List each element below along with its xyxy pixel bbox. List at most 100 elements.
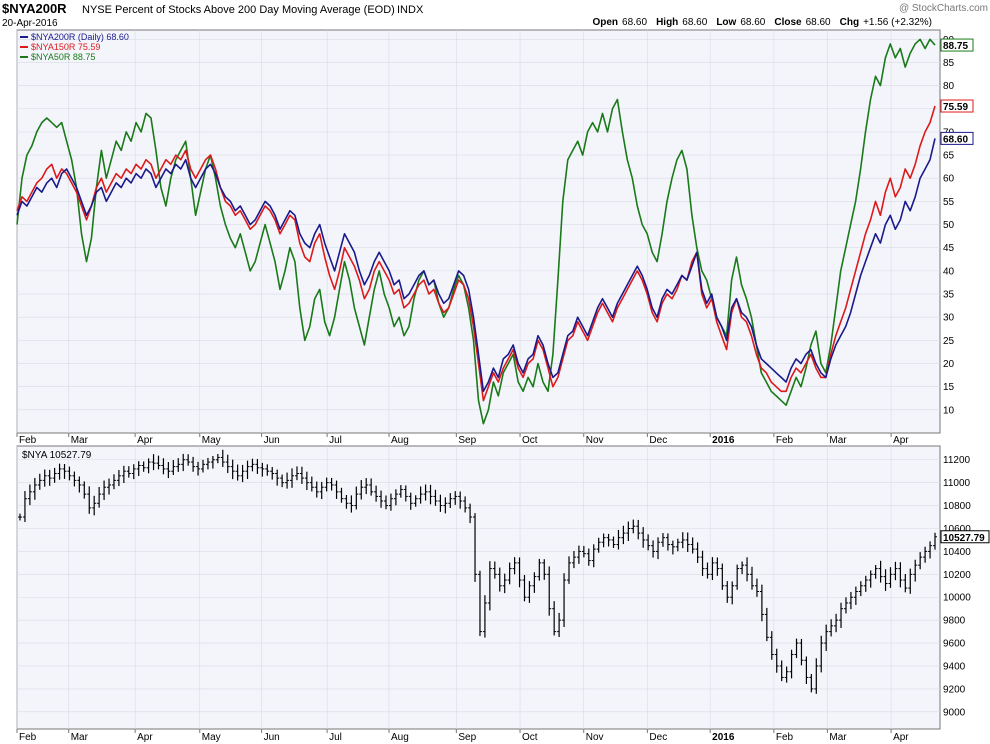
y-tick-label: 10000 [943,593,971,604]
ohlc-label: Chg [840,17,859,28]
y-tick-label: 35 [943,290,955,301]
breadth-legend: $NYA200R (Daily) 68.60$NYA150R 75.59$NYA… [20,32,129,62]
chart-exchange: INDX [397,4,424,16]
x-tick-label: Dec [649,435,667,446]
x-tick-label: 2016 [712,732,735,743]
y-tick-label: 25 [943,336,955,347]
y-tick-label: 15 [943,382,955,393]
y-tick-label: 10600 [943,524,971,535]
x-tick-label: Feb [19,435,37,446]
breadth-series [16,38,936,425]
ohlc-value: 68.60 [682,17,707,28]
y-tick-label: 65 [943,151,955,162]
y-tick-label: 11200 [943,455,971,466]
x-tick-label: Sep [458,732,476,743]
ohlc-readout: +1.56 (+2.32%) Chg 68.60 Close 68.60 Low 68.60… [592,17,932,28]
x-tick-label: May [202,732,221,743]
y-tick-label: 40 [943,266,955,277]
x-tick-label: Jun [264,732,280,743]
y-tick-label: 80 [943,81,955,92]
legend-entry: $NYA200R (Daily) 68.60 [31,32,129,42]
y-tick-label: 11000 [943,478,971,489]
x-axis-upper: Feb Mar Apr May Jun Jul Aug Sep Oct Nov Dec 2016 Feb… [16,433,909,446]
x-tick-label: Mar [829,732,847,743]
ohlc-label: Low [716,17,736,28]
x-tick-label: Oct [522,732,538,743]
series-line-nya150 [16,105,936,402]
last-value-box [940,38,974,52]
x-tick-label: Aug [391,732,409,743]
y-tick-label: 9000 [943,707,966,718]
last-value-box [940,530,990,544]
series-line-nya200 [16,138,936,393]
x-tick-label: Feb [19,732,37,743]
y-tick-label: 20 [943,359,955,370]
x-tick-label: Nov [586,435,604,446]
breadth-grid [16,30,940,433]
last-value-label: 10527.79 [943,533,985,544]
x-tick-label: Dec [649,732,667,743]
ohlc-value: 68.60 [806,17,831,28]
chart-symbol: $NYA200R [2,1,67,16]
y-tick-label: 55 [943,197,955,208]
y-tick-label: 10200 [943,570,971,581]
last-value-label: 88.75 [943,41,968,52]
x-tick-label: Jun [264,435,280,446]
x-tick-label: Apr [137,732,153,743]
x-tick-label: Jul [329,435,342,446]
x-tick-label: Sep [458,435,476,446]
price-legend: $NYA 10527.79 [22,450,92,461]
legend-entry: $NYA50R 88.75 [31,52,95,62]
price-panel [16,445,941,730]
last-value-label: 68.60 [943,134,968,145]
ohlc-label: Open [592,17,618,28]
ohlc-label: Close [774,17,802,28]
last-value-label: 75.59 [943,102,968,113]
x-tick-label: Jul [329,732,342,743]
price-grid [16,446,940,729]
x-tick-label: Apr [137,435,153,446]
y-tick-label: 10800 [943,501,971,512]
y-tick-label: 9400 [943,661,966,672]
last-value-box [940,131,974,145]
price-last-value: 10527.79 [940,530,990,544]
x-tick-label: Oct [522,435,538,446]
ohlc-value: 68.60 [622,17,647,28]
y-tick-label: 9800 [943,616,966,627]
y-tick-label: 10400 [943,547,971,558]
y-tick-label: 9200 [943,684,966,695]
x-tick-label: Apr [893,435,909,446]
legend-entry: $NYA150R 75.59 [31,42,100,52]
ohlc-label: High [656,17,678,28]
y-tick-label: 45 [943,243,955,254]
y-tick-label: 60 [943,174,955,185]
breadth-y-axis: 1015202530354045505560657075808590 [943,35,955,417]
y-tick-label: 9600 [943,639,966,650]
watermark: @ StockCharts.com [899,3,988,14]
x-tick-label: Feb [776,435,794,446]
last-value-box [940,99,974,113]
x-tick-label: Apr [893,732,909,743]
y-tick-label: 10 [943,405,955,416]
x-axis-lower: Feb Mar Apr May Jun Jul Aug Sep Oct Nov Dec 2016 Feb… [16,729,909,743]
x-tick-label: Feb [776,732,794,743]
x-tick-label: Aug [391,435,409,446]
y-tick-label: 30 [943,313,955,324]
y-tick-label: 50 [943,220,955,231]
price-bars [18,449,937,694]
chart-title: NYSE Percent of Stocks Above 200 Day Mov… [82,4,395,16]
x-tick-label: Mar [71,435,89,446]
chart-date: 20-Apr-2016 [2,18,58,29]
ohlc-value: +1.56 (+2.32%) [863,17,932,28]
x-tick-label: Mar [71,732,89,743]
breadth-last-values: 68.60 75.59 88.75 [940,38,974,145]
price-y-axis: 9000 9200 9400 9600 9800 10000 10200 10400 10600… [943,455,971,718]
x-tick-label: 2016 [712,435,735,446]
x-tick-label: Mar [829,435,847,446]
ohlc-value: 68.60 [740,17,765,28]
series-line-nya50 [16,38,936,425]
x-tick-label: Nov [586,732,604,743]
x-tick-label: May [202,435,221,446]
y-tick-label: 85 [943,58,955,69]
